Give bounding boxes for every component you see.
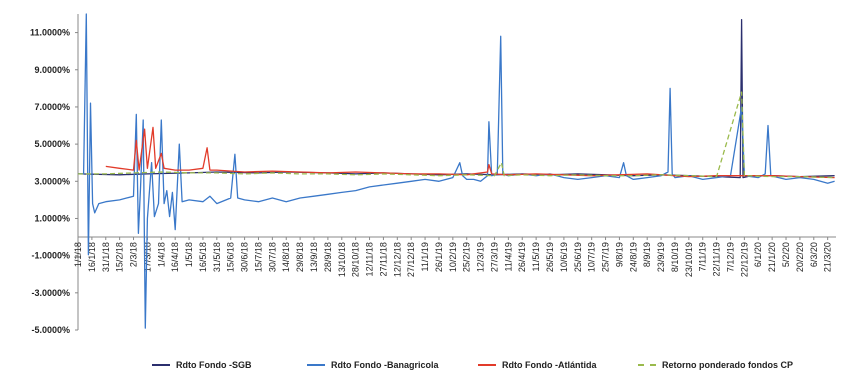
y-tick-label: -5.0000% bbox=[31, 325, 70, 335]
x-tick-label: 17/3/18 bbox=[142, 242, 152, 272]
series-line-3 bbox=[78, 91, 835, 179]
y-tick-label: -3.0000% bbox=[31, 288, 70, 298]
legend-item-sgb: Rdto Fondo -SGB bbox=[152, 360, 251, 370]
x-tick-label: 11/5/19 bbox=[531, 242, 541, 271]
x-tick-label: 12/12/18 bbox=[392, 242, 402, 277]
x-tick-label: 23/10/19 bbox=[684, 242, 694, 277]
y-tick-label: 11.0000% bbox=[30, 28, 70, 38]
x-tick-label: 11/1/19 bbox=[420, 242, 430, 271]
x-tick-label: 13/10/18 bbox=[337, 242, 347, 277]
y-tick-label: 9.0000% bbox=[34, 65, 70, 75]
legend-label-ponderado: Retorno ponderado fondos CP bbox=[662, 360, 793, 370]
x-tick-label: 8/9/19 bbox=[642, 242, 652, 267]
x-tick-label: 22/12/19 bbox=[739, 242, 749, 277]
x-tick-label: 28/10/18 bbox=[351, 242, 361, 277]
x-tick-label: 25/7/19 bbox=[601, 242, 611, 272]
legend-item-atlantida: Rdto Fondo -Atlántida bbox=[478, 360, 596, 370]
y-tick-label: -1.0000% bbox=[31, 251, 70, 261]
x-tick-label: 1/4/18 bbox=[156, 242, 166, 267]
y-tick-label: 5.0000% bbox=[34, 139, 70, 149]
legend-swatch-ponderado bbox=[638, 364, 656, 366]
x-tick-label: 23/9/19 bbox=[656, 242, 666, 272]
x-tick-label: 27/3/19 bbox=[489, 242, 499, 272]
x-tick-label: 8/10/19 bbox=[670, 242, 680, 272]
x-tick-label: 27/12/18 bbox=[406, 242, 416, 277]
legend-swatch-banagricola bbox=[307, 364, 325, 366]
x-tick-label: 31/5/18 bbox=[212, 242, 222, 272]
x-tick-label: 26/5/19 bbox=[545, 242, 555, 272]
legend-label-sgb: Rdto Fondo -SGB bbox=[176, 360, 252, 370]
x-tick-label: 22/11/19 bbox=[712, 242, 722, 276]
x-tick-label: 30/7/18 bbox=[267, 242, 277, 272]
legend-label-atlantida: Rdto Fondo -Atlántida bbox=[502, 360, 597, 370]
x-tick-label: 12/11/18 bbox=[365, 242, 375, 276]
x-axis: 1/1/18 16/1/18 31/1/18 15/2/18 2/3/18 17/3/18… bbox=[73, 236, 836, 277]
x-tick-label: 2/3/18 bbox=[129, 242, 139, 267]
legend-item-ponderado: Retorno ponderado fondos CP bbox=[638, 360, 793, 370]
x-tick-label: 12/3/19 bbox=[476, 242, 486, 272]
x-tick-label: 9/8/19 bbox=[614, 242, 624, 267]
x-tick-label: 24/8/19 bbox=[628, 242, 638, 272]
x-tick-label: 26/4/19 bbox=[517, 242, 527, 272]
y-axis: 11.0000% 9.0000% 7.0000% 5.0000% 3.0000% 1.00… bbox=[30, 14, 79, 335]
series-line-0 bbox=[77, 18, 835, 179]
x-tick-label: 14/8/18 bbox=[281, 242, 291, 272]
x-tick-label: 28/9/18 bbox=[323, 242, 333, 272]
x-tick-label: 6/1/20 bbox=[753, 242, 763, 267]
x-tick-label: 16/5/18 bbox=[198, 242, 208, 272]
y-tick-label: 7.0000% bbox=[34, 102, 70, 112]
series-layer bbox=[77, 13, 835, 329]
x-tick-label: 26/1/19 bbox=[434, 242, 444, 272]
legend-item-banagricola: Rdto Fondo -Banagricola bbox=[307, 360, 439, 370]
x-tick-label: 20/2/20 bbox=[795, 242, 805, 272]
x-tick-label: 6/3/20 bbox=[809, 242, 819, 267]
x-tick-label: 15/2/18 bbox=[115, 242, 125, 272]
line-chart: 11.0000% 9.0000% 7.0000% 5.0000% 3.0000% 1.00… bbox=[30, 13, 836, 335]
x-tick-label: 10/2/19 bbox=[448, 242, 458, 272]
x-tick-label: 7/12/19 bbox=[725, 242, 735, 272]
x-tick-label: 11/4/19 bbox=[503, 242, 513, 271]
x-tick-label: 10/7/19 bbox=[587, 242, 597, 272]
series-line-2 bbox=[105, 126, 835, 179]
x-tick-label: 10/6/19 bbox=[559, 242, 569, 272]
x-tick-label: 21/3/20 bbox=[823, 242, 833, 272]
x-tick-label: 5/2/20 bbox=[781, 242, 791, 267]
x-tick-label: 16/4/18 bbox=[170, 242, 180, 272]
x-tick-label: 1/5/18 bbox=[184, 242, 194, 267]
x-tick-label: 13/9/18 bbox=[309, 242, 319, 272]
x-tick-label: 21/1/20 bbox=[767, 242, 777, 272]
y-tick-label: 1.0000% bbox=[34, 213, 70, 223]
x-tick-label: 31/1/18 bbox=[101, 242, 111, 272]
x-tick-label: 16/1/18 bbox=[87, 242, 97, 272]
legend-label-banagricola: Rdto Fondo -Banagricola bbox=[331, 360, 439, 370]
series-line-1 bbox=[78, 13, 835, 329]
y-tick-label: 3.0000% bbox=[34, 176, 70, 186]
legend-swatch-atlantida bbox=[478, 364, 496, 366]
x-tick-label: 1/1/18 bbox=[73, 242, 83, 267]
x-tick-label: 25/6/19 bbox=[573, 242, 583, 272]
legend-swatch-sgb bbox=[152, 364, 170, 366]
x-tick-label: 27/11/18 bbox=[378, 242, 388, 276]
x-tick-label: 25/2/19 bbox=[462, 242, 472, 272]
x-tick-label: 15/7/18 bbox=[253, 242, 263, 272]
x-tick-label: 7/11/19 bbox=[698, 242, 708, 271]
chart-legend: Rdto Fondo -SGB Rdto Fondo -Banagricola … bbox=[0, 360, 841, 376]
x-tick-label: 15/6/18 bbox=[226, 242, 236, 272]
x-tick-label: 29/8/18 bbox=[295, 242, 305, 272]
x-tick-label: 30/6/18 bbox=[240, 242, 250, 272]
